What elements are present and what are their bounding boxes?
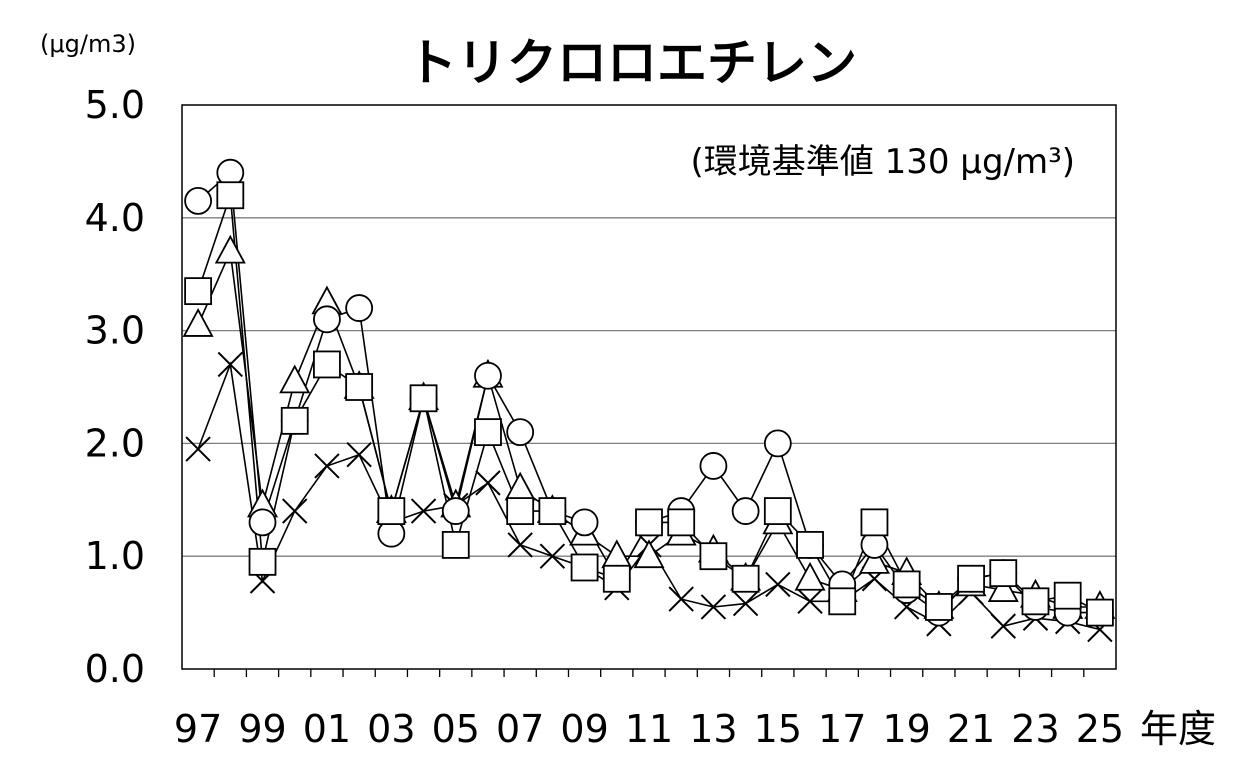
x-tick-label: 25 [1076, 707, 1124, 751]
x-tick-label: 03 [367, 707, 415, 751]
data-point-triangle [987, 573, 1019, 602]
data-point-circle [441, 497, 470, 525]
data-point-cross [990, 613, 1016, 639]
data-point-triangle [858, 544, 890, 574]
data-point-square [345, 373, 374, 401]
data-point-square [506, 497, 535, 525]
data-point-square [796, 531, 824, 559]
data-point-triangle [214, 234, 246, 264]
data-point-circle [248, 508, 277, 537]
data-point-circle [570, 508, 599, 537]
data-point-square [924, 593, 953, 621]
data-point-circle [184, 186, 213, 215]
x-tick-label: 01 [303, 707, 351, 751]
data-point-square [280, 406, 309, 435]
data-point-square [1085, 598, 1114, 627]
data-point-triangle [182, 308, 214, 337]
series-markers [182, 158, 1116, 643]
y-tick-label: 0.0 [85, 647, 145, 691]
data-point-square [409, 384, 438, 413]
data-point-square [377, 497, 406, 525]
y-tick-label: 3.0 [85, 309, 145, 353]
data-point-triangle [794, 561, 826, 591]
x-axis-label: 年度 [1140, 707, 1216, 751]
data-point-square [248, 547, 277, 576]
y-tick-labels: 0.0 1.0 2.0 3.0 4.0 5.0 [85, 83, 145, 691]
data-point-cross [732, 590, 759, 617]
data-point-cross [507, 532, 533, 558]
data-point-cross [765, 571, 791, 598]
data-point-square [699, 542, 728, 571]
data-point-cross [410, 498, 437, 524]
data-point-circle [699, 452, 728, 480]
series-markers-square [184, 181, 1114, 627]
data-point-cross [700, 594, 727, 620]
series-markers-triangle [182, 234, 1116, 619]
series-layer [182, 158, 1116, 643]
y-tick-label: 4.0 [85, 196, 145, 240]
data-point-square [828, 587, 857, 616]
data-point-square [957, 564, 985, 593]
data-point-cross [314, 453, 340, 479]
data-point-circle [506, 418, 535, 447]
y-tick-label: 5.0 [85, 83, 145, 127]
data-point-square [216, 181, 245, 210]
data-point-square [570, 553, 599, 582]
data-point-square [184, 277, 213, 306]
data-point-square [731, 564, 760, 593]
data-point-square [860, 508, 889, 537]
x-tick-label: 17 [818, 707, 866, 751]
data-point-triangle [633, 539, 665, 569]
data-point-cross [539, 543, 566, 569]
data-point-cross [185, 436, 211, 462]
data-point-circle [345, 294, 374, 322]
y-axis-unit: (μg/m3) [40, 30, 136, 58]
data-point-square [989, 559, 1018, 588]
data-point-circle [731, 497, 760, 525]
data-point-cross [217, 351, 244, 378]
y-tick-label: 1.0 [85, 534, 145, 578]
chart-title: トリクロロエチレン [407, 34, 857, 92]
x-tick-label: 97 [174, 707, 222, 751]
x-tick-label: 09 [560, 707, 608, 751]
data-point-square [441, 531, 470, 559]
data-point-cross [475, 470, 501, 496]
x-tick-label: 19 [882, 707, 930, 751]
x-tick-label: 11 [625, 707, 673, 751]
x-tick-marks [213, 669, 1085, 677]
data-point-circle [313, 305, 341, 334]
y-tick-label: 2.0 [85, 421, 145, 465]
data-point-square [538, 497, 567, 525]
data-point-square [313, 350, 341, 379]
data-point-square [602, 564, 631, 593]
data-point-cross [346, 441, 372, 468]
x-tick-label: 13 [689, 707, 737, 751]
data-point-square [892, 570, 921, 599]
data-point-cross [668, 586, 694, 612]
x-tick-label: 15 [754, 707, 802, 751]
data-point-circle [474, 361, 502, 390]
data-point-square [763, 497, 792, 525]
series-markers-cross [185, 351, 1113, 643]
x-tick-label: 21 [947, 707, 995, 751]
x-tick-label: 07 [496, 707, 544, 751]
data-point-square [667, 508, 696, 537]
data-point-cross [797, 588, 823, 615]
x-tick-labels: 97 99 01 03 05 07 09 11 13 15 17 19 21 23 25 [174, 707, 1124, 751]
gridlines [182, 217, 1116, 557]
data-point-triangle [601, 539, 633, 569]
x-tick-label: 23 [1011, 707, 1059, 751]
data-point-square [1021, 587, 1050, 616]
environmental-standard-note: (環境基準値 130 μg/m³) [691, 142, 1075, 182]
x-tick-label: 05 [432, 707, 480, 751]
data-point-square [474, 418, 502, 447]
data-point-triangle [279, 364, 311, 394]
data-point-square [635, 508, 663, 537]
x-tick-label: 99 [238, 707, 286, 751]
data-point-cross [282, 498, 308, 524]
data-point-circle [763, 429, 792, 458]
data-point-square [1053, 581, 1082, 610]
plot-frame [181, 104, 1117, 670]
